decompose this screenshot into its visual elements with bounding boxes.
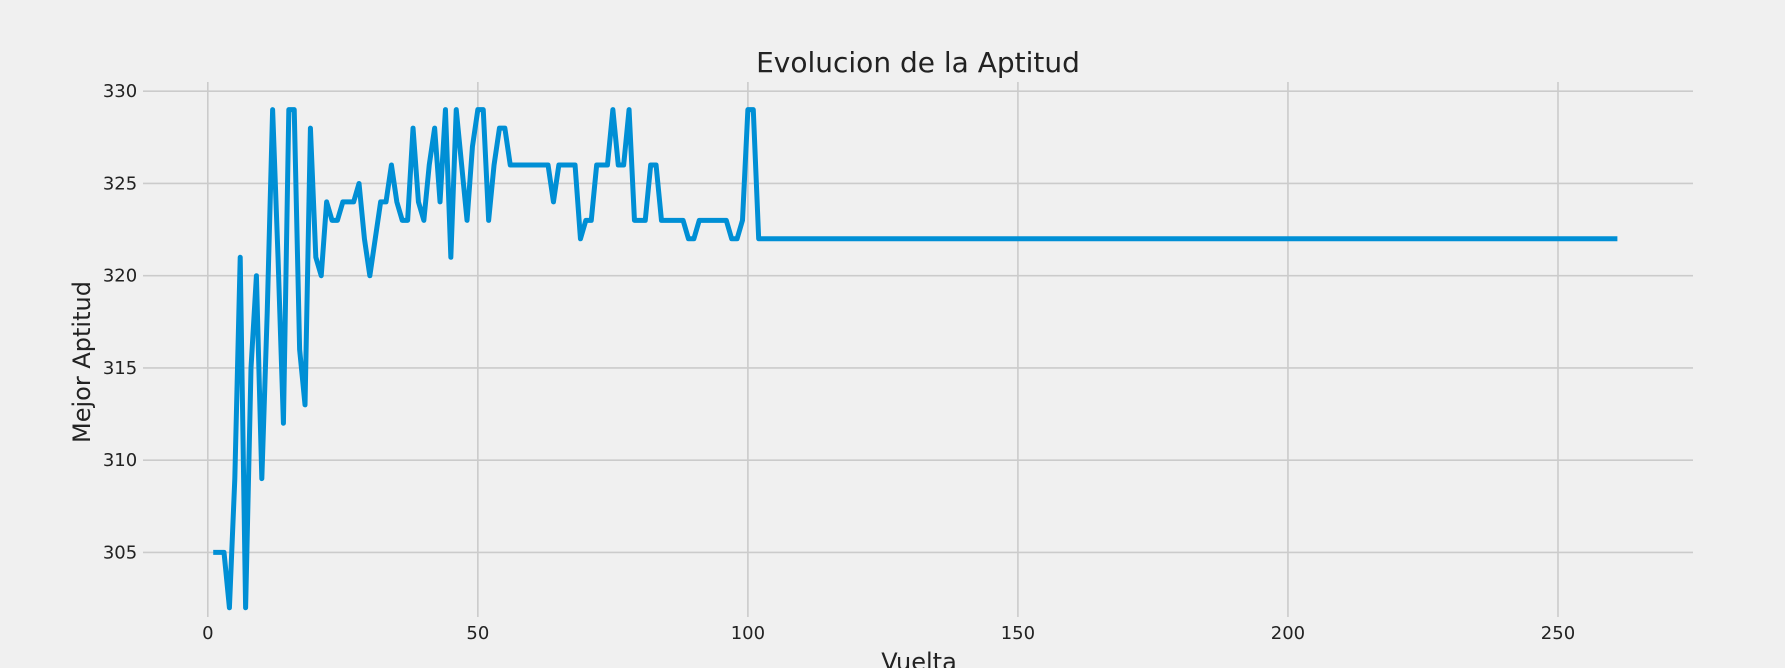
x-tick-label: 200 bbox=[1271, 623, 1305, 644]
y-tick-label: 325 bbox=[103, 173, 137, 194]
series-lines bbox=[213, 107, 1618, 611]
x-tick-label: 0 bbox=[202, 623, 213, 644]
x-tick-label: 150 bbox=[1001, 623, 1035, 644]
chart-title: Evolucion de la Aptitud bbox=[756, 46, 1080, 79]
y-tick-label: 315 bbox=[103, 358, 137, 379]
x-tick-label: 50 bbox=[466, 623, 489, 644]
y-tick-label: 330 bbox=[103, 81, 137, 102]
y-tick-label: 320 bbox=[103, 266, 137, 287]
x-axis-label: Vuelta bbox=[881, 648, 957, 668]
series-line bbox=[213, 107, 1618, 611]
y-tick-label: 305 bbox=[103, 542, 137, 563]
y-axis-label: Mejor Aptitud bbox=[68, 281, 96, 443]
x-tick-label: 100 bbox=[731, 623, 765, 644]
grid bbox=[143, 82, 1693, 617]
x-tick-label: 250 bbox=[1541, 623, 1575, 644]
tick-labels: 0 50 100 150 200 250 305 310 315 320 325 330 bbox=[103, 81, 1575, 644]
y-tick-label: 310 bbox=[103, 450, 137, 471]
